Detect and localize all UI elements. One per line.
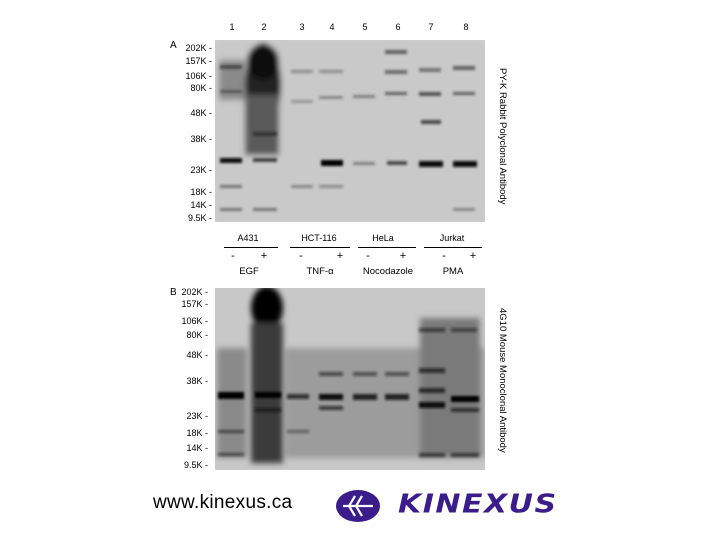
- group-underline: [290, 247, 350, 248]
- panel-b-antibody-label: 4G10 Mouse Monoclonal Antibody: [497, 308, 508, 453]
- group-cell-label: A431: [237, 233, 259, 243]
- mw-marker: 38K -: [190, 134, 212, 144]
- lane-number-4: 4: [329, 22, 335, 32]
- mw-marker: 80K -: [190, 83, 212, 93]
- minus-sign: -: [366, 250, 370, 262]
- treatment-label: EGF: [239, 266, 259, 277]
- mw-marker: 23K -: [186, 411, 208, 421]
- mw-marker: 202K -: [185, 43, 212, 53]
- mw-marker: 157K -: [185, 56, 212, 66]
- treatment-label: Nocodazole: [362, 266, 414, 277]
- kinexus-brand-text: KINEXUS: [398, 489, 558, 520]
- panel-a-antibody-label: PY-K Rabbit Polyclonal Antibody: [497, 68, 508, 205]
- panel-b-letter: B: [170, 287, 177, 298]
- minus-sign: -: [442, 250, 446, 262]
- minus-sign: -: [231, 250, 235, 262]
- treatment-label: TNF-α: [306, 266, 334, 277]
- mw-marker: 157K -: [181, 299, 208, 309]
- mw-marker: 9.5K -: [183, 460, 208, 470]
- lane-number-2: 2: [261, 22, 267, 32]
- footer-url[interactable]: www.kinexus.ca: [153, 492, 293, 513]
- panel-b-blot-svg: [215, 288, 485, 470]
- kinexus-logo-svg: [336, 490, 380, 522]
- group-cell-label: Jurkat: [439, 233, 465, 243]
- mw-marker: 202K -: [181, 287, 208, 297]
- panel-b-blot-image: [215, 288, 485, 470]
- group-cell-label: HCT-116: [301, 233, 337, 243]
- mw-marker: 23K -: [190, 165, 212, 175]
- mw-marker: 38K -: [186, 376, 208, 386]
- mw-marker: 18K -: [186, 428, 208, 438]
- lane-number-6: 6: [395, 22, 401, 32]
- lane-number-5: 5: [362, 22, 368, 32]
- group-cell-label: HeLa: [372, 233, 394, 243]
- mw-marker: 14K -: [186, 443, 208, 453]
- plus-sign: +: [399, 250, 407, 262]
- kinexus-logo-icon: [335, 488, 381, 524]
- mw-marker: 80K -: [186, 330, 208, 340]
- mw-marker: 9.5K -: [187, 213, 212, 223]
- panel-a-blot-image: [215, 40, 485, 222]
- treatment-label: PMA: [442, 266, 464, 277]
- lane-number-1: 1: [229, 22, 235, 32]
- mw-marker: 106K -: [181, 316, 208, 326]
- minus-sign: -: [299, 250, 303, 262]
- group-underline: [224, 247, 278, 248]
- plus-sign: +: [469, 250, 477, 262]
- plus-sign: +: [336, 250, 344, 262]
- group-underline: [424, 247, 482, 248]
- lane-number-3: 3: [299, 22, 305, 32]
- panel-a-blot-svg: [215, 40, 485, 222]
- mw-marker: 48K -: [186, 350, 208, 360]
- lane-number-7: 7: [428, 22, 434, 32]
- mw-marker: 48K -: [190, 108, 212, 118]
- panel-a-letter: A: [170, 40, 177, 51]
- lane-number-8: 8: [463, 22, 469, 32]
- plus-sign: +: [260, 250, 268, 262]
- mw-marker: 14K -: [190, 200, 212, 210]
- mw-marker: 18K -: [190, 187, 212, 197]
- mw-marker: 106K -: [185, 71, 212, 81]
- group-underline: [358, 247, 416, 248]
